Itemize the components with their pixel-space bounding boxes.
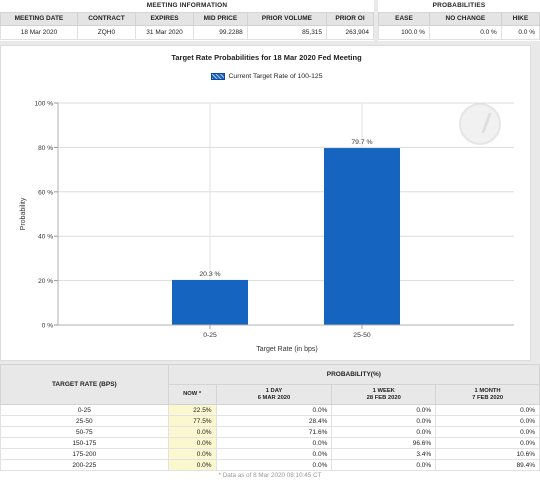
probabilities-title: PROBABILITIES bbox=[378, 0, 540, 13]
header-prior-volume: PRIOR VOLUME bbox=[246, 11, 328, 26]
table-row: 0-25 22.5% 0.0% 0.0% 0.0% bbox=[0, 404, 540, 416]
week-cell: 0.0% bbox=[331, 459, 437, 471]
header-prior-oi: PRIOR OI bbox=[326, 11, 374, 26]
prior-volume-value: 85,315 bbox=[246, 24, 328, 40]
week-cell: 96.6% bbox=[331, 437, 437, 449]
day-cell: 71.6% bbox=[215, 426, 333, 438]
rate-cell: 150-175 bbox=[0, 437, 169, 449]
now-cell: 77.5% bbox=[167, 415, 217, 427]
header-contract: CONTRACT bbox=[76, 11, 136, 26]
y-tick-label: 60 % bbox=[38, 189, 53, 196]
meeting-date-value: 18 Mar 2020 bbox=[0, 24, 78, 40]
week-cell: 0.0% bbox=[331, 404, 437, 416]
month-cell: 0.0% bbox=[435, 415, 540, 427]
day-cell: 0.0% bbox=[215, 437, 333, 449]
legend-label: Current Target Rate of 100-125 bbox=[228, 73, 323, 80]
day-cell: 0.0% bbox=[215, 448, 333, 460]
now-cell: 0.0% bbox=[167, 437, 217, 449]
mid-price-value: 99.2288 bbox=[193, 24, 248, 40]
week-cell: 0.0% bbox=[331, 415, 437, 427]
y-tick-label: 80 % bbox=[38, 145, 53, 152]
table-row: 50-75 0.0% 71.6% 0.0% 0.0% bbox=[0, 426, 540, 438]
y-tick-label: 0 % bbox=[42, 323, 53, 330]
day-cell: 0.0% bbox=[215, 404, 333, 416]
table-row: 200-225 0.0% 0.0% 0.0% 89.4% bbox=[0, 459, 540, 471]
data-timestamp-footnote: * Data as of 8 Mar 2020 08:10:45 CT bbox=[218, 472, 322, 479]
bar-25-50 bbox=[324, 148, 400, 325]
now-cell: 0.0% bbox=[167, 448, 217, 460]
probability-table: TARGET RATE (BPS) PROBABILITY(%) NOW * 1… bbox=[0, 364, 540, 471]
header-mid-price: MID PRICE bbox=[193, 11, 248, 26]
month-cell: 0.0% bbox=[435, 437, 540, 449]
col-now-header: NOW * bbox=[167, 384, 217, 405]
header-no-change: NO CHANGE bbox=[428, 11, 502, 26]
chart-legend[interactable]: Current Target Rate of 100-125 bbox=[1, 73, 532, 80]
week-cell: 0.0% bbox=[331, 426, 437, 438]
hike-value: 0.0 % bbox=[500, 24, 540, 40]
watermark-logo-icon bbox=[459, 103, 501, 145]
y-axis-title: Probability bbox=[20, 197, 27, 230]
header-ease: EASE bbox=[378, 11, 430, 26]
rate-cell: 175-200 bbox=[0, 448, 169, 460]
y-tick-label: 100 % bbox=[35, 101, 54, 108]
header-hike: HIKE bbox=[500, 11, 540, 26]
bar-value-label: 79.7 % bbox=[351, 139, 372, 146]
meeting-information-title: MEETING INFORMATION bbox=[0, 0, 374, 13]
week-cell: 3.4% bbox=[331, 448, 437, 460]
prior-oi-value: 263,904 bbox=[326, 24, 374, 40]
col-1-month-header: 1 MONTH 7 FEB 2020 bbox=[435, 384, 540, 405]
day-cell: 0.0% bbox=[215, 459, 333, 471]
rate-cell: 0-25 bbox=[0, 404, 169, 416]
col-1-week-header: 1 WEEK 28 FEB 2020 bbox=[331, 384, 437, 405]
y-tick-label: 40 % bbox=[38, 234, 53, 241]
expires-value: 31 Mar 2020 bbox=[134, 24, 195, 40]
no-change-value: 0.0 % bbox=[428, 24, 502, 40]
bar-value-label: 20.3 % bbox=[199, 271, 220, 278]
rate-cell: 25-50 bbox=[0, 415, 169, 427]
month-cell: 0.0% bbox=[435, 404, 540, 416]
now-cell: 0.0% bbox=[167, 459, 217, 471]
header-expires: EXPIRES bbox=[134, 11, 195, 26]
header-meeting-date: MEETING DATE bbox=[0, 11, 78, 26]
summary-header: MEETING INFORMATION MEETING DATE CONTRAC… bbox=[0, 0, 540, 41]
table-row: 150-175 0.0% 0.0% 96.6% 0.0% bbox=[0, 437, 540, 449]
month-cell: 89.4% bbox=[435, 459, 540, 471]
meeting-information-table: MEETING INFORMATION MEETING DATE CONTRAC… bbox=[0, 0, 374, 40]
month-cell: 10.6% bbox=[435, 448, 540, 460]
x-tick-label: 25-50 bbox=[353, 332, 371, 339]
table-row: 175-200 0.0% 0.0% 3.4% 10.6% bbox=[0, 448, 540, 460]
probabilities-panel: PROBABILITIES EASE NO CHANGE HIKE 100.0 … bbox=[378, 0, 540, 41]
x-axis-title: Target Rate (in bps) bbox=[256, 346, 317, 353]
meeting-information-panel: MEETING INFORMATION MEETING DATE CONTRAC… bbox=[0, 0, 374, 41]
table-row: 25-50 77.5% 28.4% 0.0% 0.0% bbox=[0, 415, 540, 427]
y-tick-label: 20 % bbox=[38, 278, 53, 285]
col-1-day-header: 1 DAY 6 MAR 2020 bbox=[215, 384, 333, 405]
now-cell: 0.0% bbox=[167, 426, 217, 438]
target-rate-header: TARGET RATE (BPS) bbox=[0, 364, 169, 405]
chart-title: Target Rate Probabilities for 18 Mar 202… bbox=[171, 53, 362, 62]
bar-0-25 bbox=[172, 279, 248, 325]
legend-swatch-icon bbox=[210, 73, 225, 80]
ease-value: 100.0 % bbox=[378, 24, 430, 40]
x-tick-label: 0-25 bbox=[203, 332, 217, 339]
probability-table-panel: TARGET RATE (BPS) PROBABILITY(%) NOW * 1… bbox=[0, 364, 540, 495]
rate-cell: 200-225 bbox=[0, 459, 169, 471]
now-cell: 22.5% bbox=[167, 404, 217, 416]
day-cell: 28.4% bbox=[215, 415, 333, 427]
probability-group-header: PROBABILITY(%) bbox=[167, 364, 540, 385]
bar-chart: 0 % 20 % 40 % 60 % 80 % 100 % 20.3 % 0-25 79.7 %… bbox=[20, 101, 514, 353]
contract-value: ZQH0 bbox=[76, 24, 136, 40]
rate-cell: 50-75 bbox=[0, 426, 169, 438]
chart-panel: Target Rate Probabilities for 18 Mar 202… bbox=[0, 45, 531, 361]
probabilities-table: PROBABILITIES EASE NO CHANGE HIKE 100.0 … bbox=[378, 0, 540, 40]
month-cell: 0.0% bbox=[435, 426, 540, 438]
